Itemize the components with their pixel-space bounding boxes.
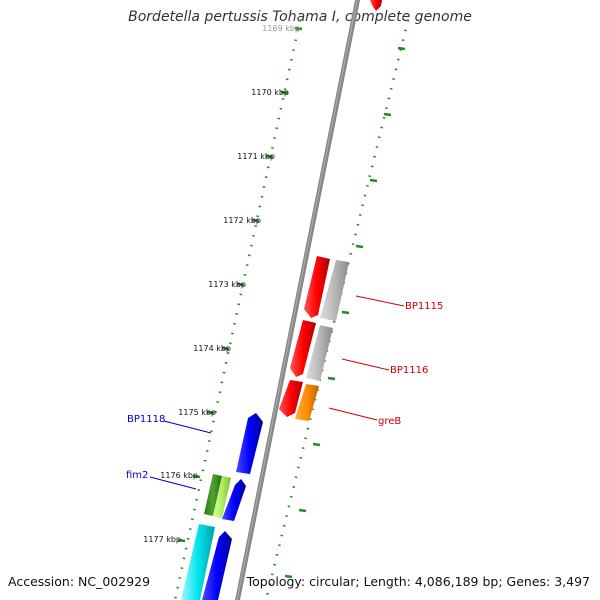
- tick-label-1176: 1176 kbp: [160, 471, 198, 480]
- gene-label-greb[interactable]: greB: [378, 416, 401, 427]
- gene-label-bp1115[interactable]: BP1115: [405, 301, 443, 312]
- gene-arrow-bp1115[interactable]: [304, 256, 330, 318]
- leader-bp1118: [163, 420, 212, 434]
- leader-bp1116: [341, 358, 390, 371]
- gene-arrow-bp1115-gray[interactable]: [320, 260, 349, 321]
- gene-arrow-lightgreen[interactable]: [213, 476, 231, 518]
- tick-label-1172: 1172 kbp: [223, 216, 261, 225]
- gene-label-fim2[interactable]: fim2: [126, 470, 148, 481]
- gene-label-bp1118[interactable]: BP1118: [127, 414, 165, 425]
- gene-arrow-top-red[interactable]: [370, 0, 382, 11]
- accession-text: Accession: NC_002929: [8, 574, 151, 589]
- gene-arrow-bp1118[interactable]: [236, 413, 263, 474]
- gene-arrow-bp1116[interactable]: [290, 320, 316, 377]
- topology-text: Topology: circular; Length: 4,086,189 bp…: [246, 574, 590, 589]
- tick-label-1170: 1170 kbp: [251, 88, 289, 97]
- gene-arrow-greb[interactable]: [295, 384, 319, 421]
- leader-bp1115: [355, 295, 405, 307]
- gene-arrow-fim2[interactable]: [222, 479, 246, 521]
- tick-label-1177: 1177 kbp: [143, 535, 181, 544]
- gene-arrow-cyan[interactable]: [181, 524, 215, 600]
- gene-arrow-bp1116-gray[interactable]: [306, 325, 333, 381]
- tick-label-1174: 1174 kbp: [193, 344, 231, 353]
- gene-arrow-greb-red[interactable]: [279, 380, 303, 417]
- tick-label-1175: 1175 kbp: [178, 408, 216, 417]
- tick-label-1169: 1169 kbp: [262, 24, 300, 33]
- gene-arrow-bottom-blue[interactable]: [202, 531, 232, 600]
- leader-fim2: [149, 476, 197, 490]
- map-title: Bordetella pertussis Tohama I, complete …: [128, 9, 472, 25]
- inner-tick-track: [173, 19, 302, 600]
- tick-label-1171: 1171 kbp: [237, 152, 275, 161]
- major-tick-marks: [177, 26, 406, 579]
- gene-arrow-green[interactable]: [204, 474, 222, 516]
- leader-greb: [328, 407, 378, 421]
- tick-label-1173: 1173 kbp: [208, 280, 246, 289]
- gene-label-bp1116[interactable]: BP1116: [390, 365, 428, 376]
